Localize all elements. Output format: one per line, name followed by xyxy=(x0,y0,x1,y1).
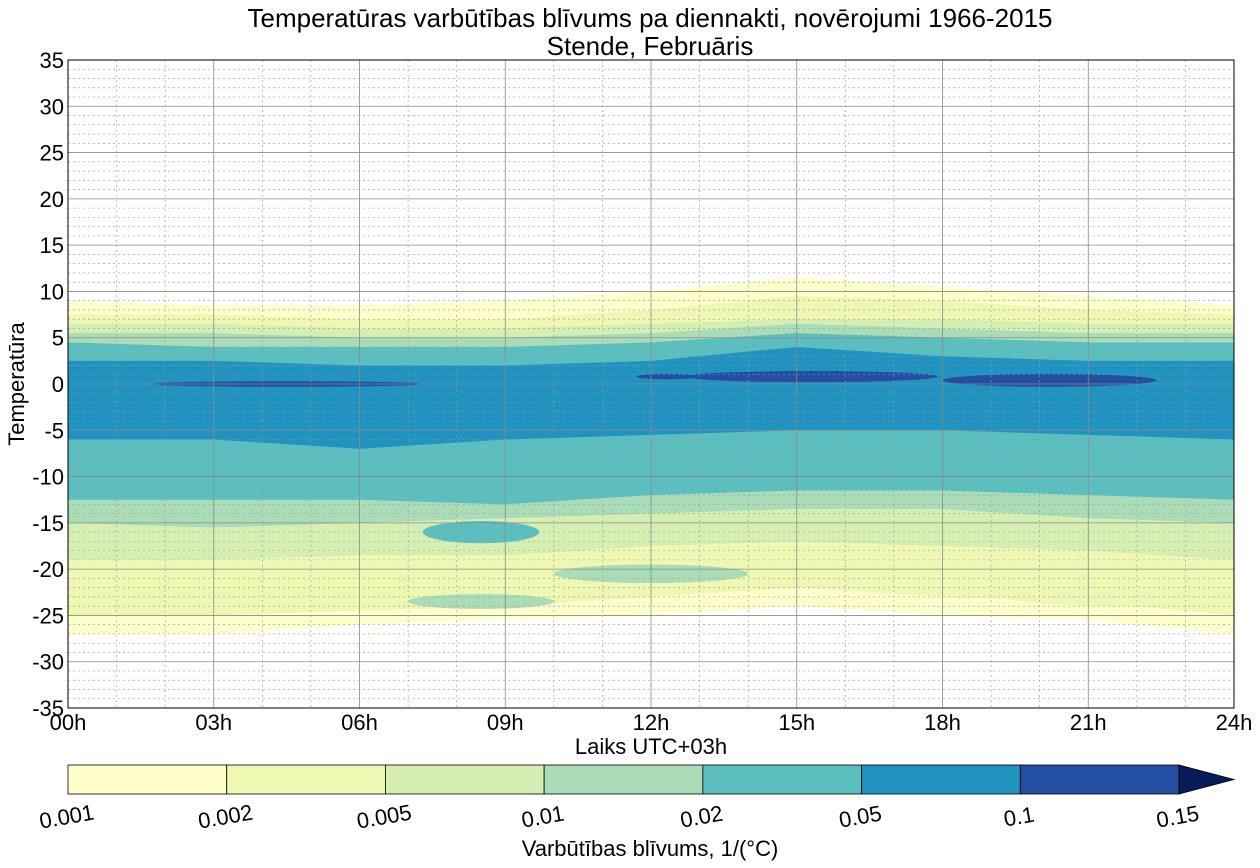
x-tick-label: 18h xyxy=(924,710,961,735)
colorbar-segment xyxy=(702,764,862,795)
y-tick-label: -20 xyxy=(32,557,64,582)
colorbar-tick-label: 0.1 xyxy=(1002,802,1036,832)
colorbar-segment xyxy=(67,764,228,795)
y-tick-label: 25 xyxy=(40,141,64,166)
contour-spot-4 xyxy=(422,521,540,544)
y-tick-label: 35 xyxy=(40,48,64,73)
y-tick-label: 10 xyxy=(40,279,64,304)
y-tick-label: 30 xyxy=(40,94,64,119)
x-tick-label: 03h xyxy=(195,710,232,735)
colorbar-tick-label: 0.002 xyxy=(196,800,255,834)
y-tick-label: -10 xyxy=(32,465,64,490)
colorbar-tick-label: 0.001 xyxy=(37,800,96,834)
x-tick-label: 00h xyxy=(50,710,87,735)
colorbar-label: Varbūtības blīvums, 1/(°C) xyxy=(522,836,779,861)
chart-subtitle: Stende, Februāris xyxy=(547,31,754,61)
y-tick-label: 15 xyxy=(40,233,64,258)
contour-spot-6 xyxy=(408,594,554,609)
x-tick-label: 21h xyxy=(1070,710,1107,735)
plot-frame xyxy=(67,59,1235,709)
colorbar-segment xyxy=(226,764,386,795)
y-tick-label: 5 xyxy=(52,326,64,351)
colorbar xyxy=(67,764,1236,795)
y-tick-label: 0 xyxy=(52,372,64,397)
x-axis: 00h 03h 06h 09h 12h 15h 18h 21h 24h xyxy=(50,710,1253,735)
colorbar-tick-label: 0.01 xyxy=(520,801,567,833)
colorbar-tick-label: 0.005 xyxy=(355,800,414,834)
y-axis-label: Temperatūra xyxy=(4,321,29,445)
colorbar-tick-label: 0.02 xyxy=(678,801,725,833)
x-axis-label: Laiks UTC+03h xyxy=(575,734,727,759)
colorbar-segment xyxy=(861,764,1021,795)
colorbar-extend-arrow xyxy=(1178,764,1236,795)
contour-spot-7 xyxy=(991,578,1234,607)
x-tick-label: 24h xyxy=(1216,710,1253,735)
x-tick-label: 15h xyxy=(778,710,815,735)
y-tick-label: -15 xyxy=(32,511,64,536)
contour-spot-3 xyxy=(942,373,1157,387)
y-tick-label: -30 xyxy=(32,650,64,675)
x-tick-label: 06h xyxy=(341,710,378,735)
colorbar-tick-labels: 0.001 0.002 0.005 0.01 0.02 0.05 0.1 0.15 xyxy=(37,800,1201,834)
x-tick-label: 09h xyxy=(487,710,524,735)
y-tick-label: -35 xyxy=(32,696,64,721)
contour-spot-2 xyxy=(685,371,938,383)
colorbar-segment xyxy=(385,764,545,795)
y-tick-label: -5 xyxy=(44,418,64,443)
colorbar-segment xyxy=(1019,764,1180,795)
colorbar-segment xyxy=(543,764,704,795)
plot-area xyxy=(67,59,1235,709)
chart-title: Temperatūras varbūtības blīvums pa dienn… xyxy=(247,3,1052,33)
y-tick-label: -25 xyxy=(32,603,64,628)
colorbar-tick-label: 0.05 xyxy=(837,801,884,833)
colorbar-tick-label: 0.15 xyxy=(1154,801,1201,833)
x-tick-label: 12h xyxy=(633,710,670,735)
y-axis: -35 -30 -25 -20 -15 -10 -5 0 5 10 15 20 25 30 35 xyxy=(32,48,64,721)
y-tick-label: 20 xyxy=(40,187,64,212)
